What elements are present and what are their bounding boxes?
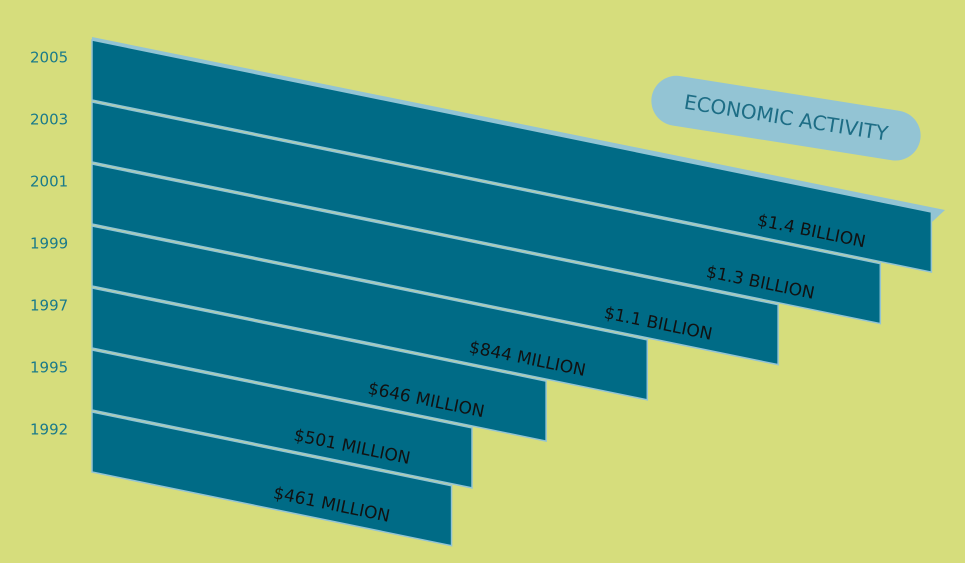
category-label: 1999: [30, 235, 68, 253]
bar: [91, 39, 933, 273]
category-label: 1992: [30, 421, 68, 439]
category-label: 1995: [30, 359, 68, 377]
category-label: 2003: [30, 111, 68, 129]
category-label: 2005: [30, 49, 68, 67]
category-label: 2001: [30, 173, 68, 191]
category-label: 1997: [30, 297, 68, 315]
bar: [91, 101, 882, 325]
bar: [91, 287, 547, 443]
bar: [91, 225, 649, 401]
bar: [91, 163, 779, 366]
title-background: [651, 75, 921, 161]
bar: [91, 411, 453, 547]
bar: [91, 349, 473, 489]
